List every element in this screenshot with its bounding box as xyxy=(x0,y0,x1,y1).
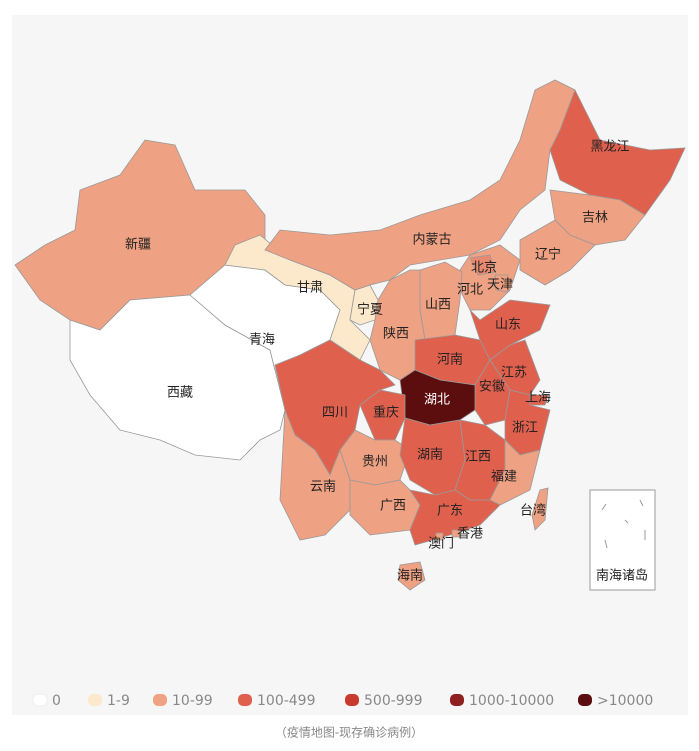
region xyxy=(531,487,549,531)
caption: （疫情地图-现存确诊病例） xyxy=(275,725,423,740)
inset-label: 南海诸岛 xyxy=(596,568,648,584)
region-label: 上海 xyxy=(525,391,551,406)
legend-label: 500-999 xyxy=(364,693,423,709)
region-label: 宁夏 xyxy=(357,302,383,318)
region xyxy=(69,294,286,461)
region-label: 台湾 xyxy=(520,503,546,519)
region xyxy=(435,532,444,541)
legend-label: 1000-10000 xyxy=(469,693,554,709)
region-label: 北京 xyxy=(471,261,497,276)
region-label: 澳门 xyxy=(428,536,454,552)
legend-label: >10000 xyxy=(597,693,653,709)
region-label: 天津 xyxy=(487,278,513,293)
region-label: 广东 xyxy=(437,504,463,519)
region-label: 甘肃 xyxy=(297,281,323,296)
inset-frame xyxy=(589,489,656,591)
region-label: 西藏 xyxy=(167,386,193,401)
region-label: 新疆 xyxy=(125,237,151,253)
region-label: 河南 xyxy=(437,352,463,368)
region-label: 贵州 xyxy=(362,455,388,470)
region-label: 辽宁 xyxy=(535,247,561,263)
region-label: 四川 xyxy=(322,406,348,421)
region-label: 安徽 xyxy=(479,380,505,395)
region-label: 湖北 xyxy=(424,393,450,408)
region-label: 山西 xyxy=(425,298,451,313)
region-label: 香港 xyxy=(457,527,483,542)
region-label: 吉林 xyxy=(582,211,608,226)
legend-swatch xyxy=(32,693,48,707)
legend-label: 10-99 xyxy=(172,693,213,709)
region xyxy=(469,254,496,276)
inset-islands xyxy=(601,499,646,549)
legend-label: 100-499 xyxy=(257,693,316,709)
legend-swatch xyxy=(238,694,252,706)
legend: 0 1-9 10-99 100-499 500-999 1000-10000 >10000 xyxy=(32,693,653,709)
region-label: 海南 xyxy=(397,568,423,584)
legend-swatch xyxy=(153,694,167,706)
legend-label: 0 xyxy=(52,693,61,709)
legend-swatch xyxy=(88,694,102,706)
region-label: 江苏 xyxy=(501,365,527,381)
legend-label: 1-9 xyxy=(107,693,130,709)
legend-swatch xyxy=(450,694,464,706)
legend-swatch xyxy=(345,694,359,706)
region xyxy=(451,529,461,538)
regions xyxy=(14,79,686,591)
region-label: 重庆 xyxy=(373,405,399,421)
region-label: 山东 xyxy=(495,318,521,333)
region-label: 广西 xyxy=(380,499,406,514)
region xyxy=(409,489,501,546)
region xyxy=(489,439,541,506)
region xyxy=(397,561,426,591)
region-label: 陕西 xyxy=(383,327,409,342)
region-label: 黑龙江 xyxy=(590,140,629,155)
region-label: 青海 xyxy=(249,333,275,348)
region-label: 浙江 xyxy=(512,421,538,436)
region-label: 湖南 xyxy=(417,447,443,463)
legend-swatch xyxy=(578,694,592,706)
region xyxy=(494,274,509,293)
region-label: 福建 xyxy=(491,470,517,485)
region-label: 河北 xyxy=(457,283,483,298)
region-label: 内蒙古 xyxy=(412,232,451,248)
region-label: 江西 xyxy=(465,450,491,465)
region-label: 云南 xyxy=(310,479,336,495)
region xyxy=(519,219,596,286)
